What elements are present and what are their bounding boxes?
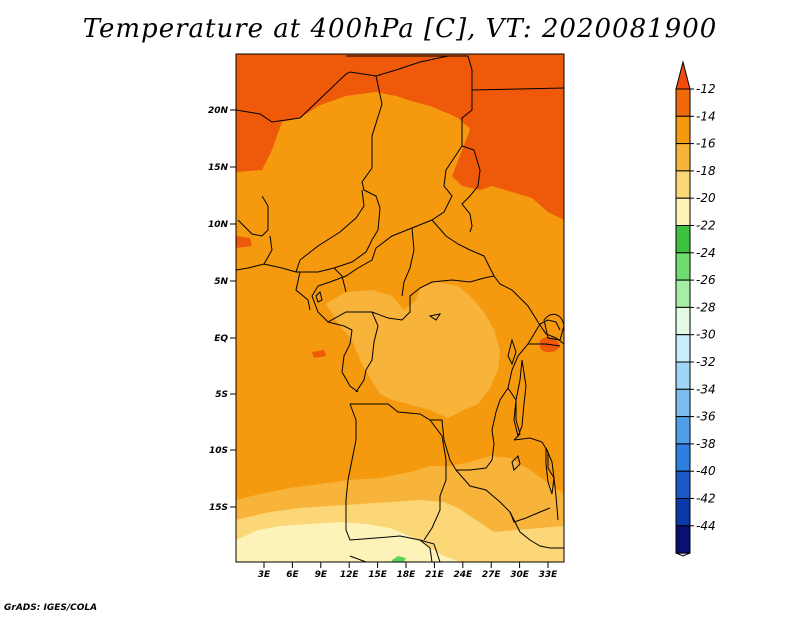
colorbar-label: -32: [696, 355, 716, 369]
colorbar-top-arrow: [675, 60, 691, 90]
lon-label: 15E: [368, 570, 388, 580]
field-spot-12-14: [520, 59, 548, 79]
grads-credit: GrADS: IGES/COLA: [4, 603, 98, 613]
lon-label: 3E: [258, 570, 271, 580]
lake-mweru: [511, 455, 521, 471]
colorbar-box: [675, 443, 691, 472]
lat-label: 10N: [208, 220, 229, 230]
colorbar-box: [675, 170, 691, 199]
lon-label: 9E: [315, 570, 328, 580]
field-band-12-14-top: [300, 54, 480, 84]
colorbar-label: -42: [696, 492, 716, 506]
lat-label: 10S: [209, 446, 228, 456]
colorbar-box: [675, 470, 691, 500]
latitude-axis: 20N 15N 10N 5N EQ 5S 10S 15S: [208, 106, 236, 513]
lat-label: 5S: [215, 390, 228, 400]
colorbar-label: -22: [696, 219, 716, 233]
lon-label: 27E: [482, 570, 502, 580]
field-spot-12-14: [312, 350, 326, 358]
temperature-field: [236, 54, 564, 562]
lake-bioko: [315, 291, 323, 303]
colorbar-label: -44: [696, 519, 716, 533]
lake-kivu: [507, 338, 517, 366]
field-band-16-18-centre: [326, 282, 500, 418]
colorbar-box: [675, 225, 691, 254]
lat-label: 20N: [208, 106, 229, 116]
colorbar-box: [675, 416, 691, 445]
colorbar-label: -12: [696, 82, 716, 96]
field-spot-12-14: [236, 236, 252, 248]
lon-label: 33E: [539, 570, 559, 580]
lat-label: EQ: [214, 334, 228, 344]
field-band-12-14-west: [236, 54, 276, 168]
colorbar: -12 -14 -16 -18 -20 -22 -24 -26 -28 -30 -32 -34 -36 -…: [675, 60, 716, 557]
colorbar-label: -16: [696, 137, 716, 151]
lon-label: 12E: [340, 570, 360, 580]
country-borders: [236, 55, 564, 562]
colorbar-box: [675, 197, 691, 226]
colorbar-label: -40: [696, 464, 716, 478]
colorbar-box: [675, 498, 691, 527]
colorbar-label: -14: [696, 109, 716, 123]
longitude-axis: 3E 6E 9E 12E 15E 18E 21E 24E 27E 30E 33E: [258, 562, 558, 580]
lat-label: 5N: [214, 277, 228, 287]
lake-malawi: [545, 447, 555, 495]
colorbar-box: [675, 306, 691, 336]
colorbar-label: -30: [696, 328, 716, 342]
map-title: Temperature at 400hPa [C], VT: 202008190…: [82, 14, 718, 44]
colorbar-box: [675, 388, 691, 418]
field-band-20-22: [236, 522, 460, 562]
lat-label: 15N: [208, 163, 229, 173]
colorbar-label: -20: [696, 191, 716, 205]
lat-label: 15S: [209, 503, 228, 513]
colorbar-label: -38: [696, 437, 716, 451]
colorbar-box: [675, 525, 691, 554]
colorbar-label: -24: [696, 246, 716, 260]
colorbar-label: -18: [696, 164, 716, 178]
colorbar-box: [675, 361, 691, 390]
map-frame: [235, 53, 565, 563]
colorbar-box: [675, 88, 691, 117]
colorbar-bottom-arrow: [675, 552, 691, 557]
lon-label: 18E: [397, 570, 417, 580]
colorbar-box: [675, 115, 691, 145]
lake-victoria: [543, 313, 564, 341]
colorbar-box: [675, 143, 691, 172]
field-band-14-16-north: [312, 92, 470, 180]
colorbar-box: [675, 252, 691, 281]
colorbar-label: -26: [696, 273, 716, 287]
colorbar-box: [675, 334, 691, 363]
lon-label: 30E: [510, 570, 530, 580]
field-band-24-26: [392, 556, 406, 562]
colorbar-label: -36: [696, 410, 716, 424]
lon-label: 6E: [286, 570, 299, 580]
lake-tanganyika: [513, 359, 527, 438]
lon-label: 24E: [453, 570, 473, 580]
colorbar-label: -34: [696, 382, 716, 396]
lakes: [315, 291, 564, 495]
colorbar-box: [675, 279, 691, 308]
colorbar-label: -28: [696, 300, 716, 314]
lon-label: 21E: [425, 570, 445, 580]
field-band-12-14: [236, 54, 564, 220]
lake-tumba: [428, 313, 442, 321]
